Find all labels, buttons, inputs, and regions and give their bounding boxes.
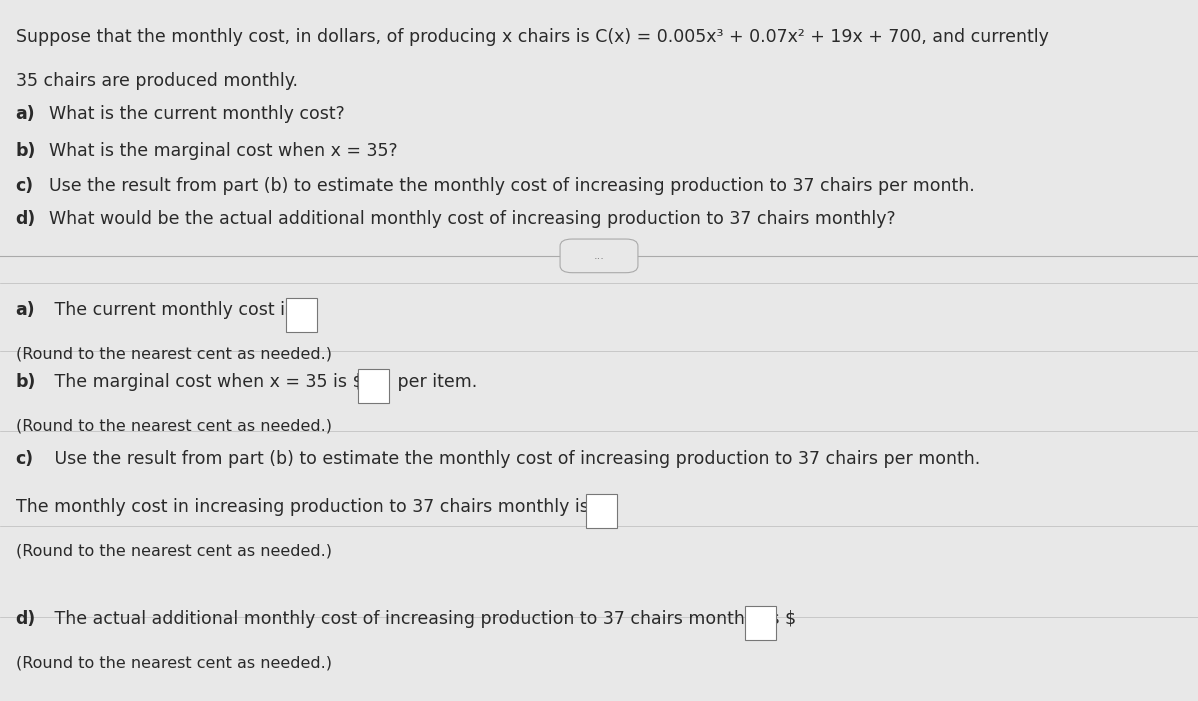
FancyBboxPatch shape xyxy=(745,606,776,640)
Text: (Round to the nearest cent as needed.): (Round to the nearest cent as needed.) xyxy=(16,418,332,433)
Text: a): a) xyxy=(16,105,35,123)
Text: The marginal cost when x = 35 is $: The marginal cost when x = 35 is $ xyxy=(49,373,364,391)
Text: Suppose that the monthly cost, in dollars, of producing x chairs is C(x) = 0.005: Suppose that the monthly cost, in dollar… xyxy=(16,28,1048,46)
Text: (Round to the nearest cent as needed.): (Round to the nearest cent as needed.) xyxy=(16,543,332,558)
Text: What is the marginal cost when x = 35?: What is the marginal cost when x = 35? xyxy=(49,142,398,160)
Text: c): c) xyxy=(16,177,34,195)
Text: a): a) xyxy=(16,301,35,320)
Text: b): b) xyxy=(16,373,36,391)
FancyBboxPatch shape xyxy=(586,494,617,528)
Text: ...: ... xyxy=(593,251,605,261)
Text: d): d) xyxy=(16,210,36,229)
Text: Use the result from part (b) to estimate the monthly cost of increasing producti: Use the result from part (b) to estimate… xyxy=(49,450,980,468)
Text: Use the result from part (b) to estimate the monthly cost of increasing producti: Use the result from part (b) to estimate… xyxy=(49,177,975,195)
Text: 35 chairs are produced monthly.: 35 chairs are produced monthly. xyxy=(16,72,297,90)
Text: d): d) xyxy=(16,610,36,628)
Text: (Round to the nearest cent as needed.): (Round to the nearest cent as needed.) xyxy=(16,347,332,362)
Text: c): c) xyxy=(16,450,34,468)
Text: The current monthly cost is $: The current monthly cost is $ xyxy=(49,301,311,320)
Text: What would be the actual additional monthly cost of increasing production to 37 : What would be the actual additional mont… xyxy=(49,210,896,229)
Text: per item.: per item. xyxy=(392,373,477,391)
Text: The monthly cost in increasing production to 37 chairs monthly is $: The monthly cost in increasing productio… xyxy=(16,498,605,516)
Text: b): b) xyxy=(16,142,36,160)
FancyBboxPatch shape xyxy=(286,298,317,332)
Text: What is the current monthly cost?: What is the current monthly cost? xyxy=(49,105,345,123)
FancyBboxPatch shape xyxy=(559,239,637,273)
Text: The actual additional monthly cost of increasing production to 37 chairs monthly: The actual additional monthly cost of in… xyxy=(49,610,797,628)
FancyBboxPatch shape xyxy=(358,369,389,403)
Text: (Round to the nearest cent as needed.): (Round to the nearest cent as needed.) xyxy=(16,655,332,670)
